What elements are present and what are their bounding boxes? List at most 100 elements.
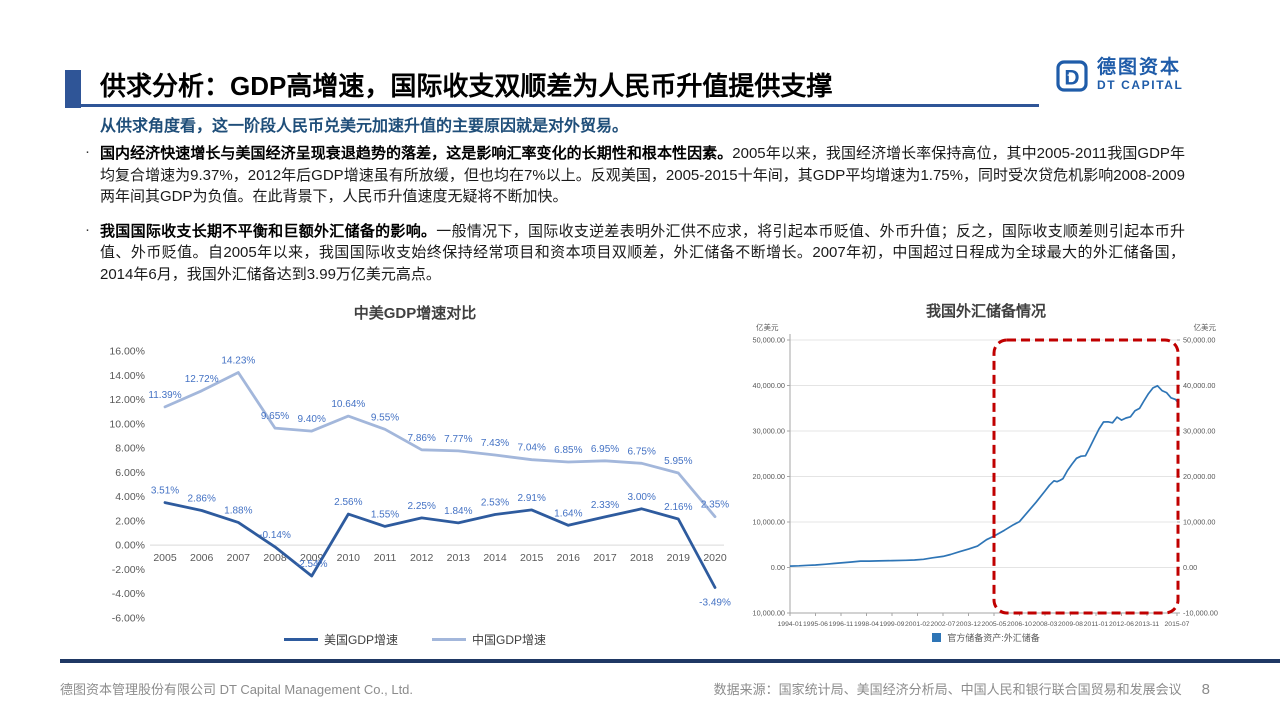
gdp-data-label: 7.86% xyxy=(407,433,435,444)
gdp-chart-legend: 美国GDP增速 中国GDP增速 xyxy=(90,631,740,648)
title-underline xyxy=(81,104,1039,107)
fx-legend-label: 官方储备资产:外汇储备 xyxy=(947,633,1040,643)
fx-x-tick-label: 1999-09 xyxy=(880,621,905,628)
us-legend-label: 美国GDP增速 xyxy=(323,633,398,647)
gdp-x-tick-label: 2005 xyxy=(153,552,177,564)
gdp-data-label: 9.65% xyxy=(261,411,289,422)
gdp-x-tick-label: 2010 xyxy=(337,552,361,564)
gdp-data-label: 12.72% xyxy=(185,374,219,385)
bullet-marker-icon: · xyxy=(85,220,90,238)
page-number: 8 xyxy=(1201,681,1210,698)
gdp-data-label: 9.55% xyxy=(371,412,399,423)
page-title: 供求分析：GDP高增速，国际收支双顺差为人民币升值提供支撑 xyxy=(100,71,833,101)
gdp-y-tick-label: 14.00% xyxy=(109,370,145,382)
footer-right: 数据来源：国家统计局、美国经济分析局、中国人民和银行联合国贸易和发展会议 8 xyxy=(714,679,1210,698)
fx-legend-swatch xyxy=(932,633,942,642)
gdp-x-tick-label: 2018 xyxy=(630,552,654,564)
gdp-data-label: 6.75% xyxy=(627,446,655,457)
gdp-data-label: 2.35% xyxy=(701,500,729,511)
gdp-x-tick-label: 2019 xyxy=(667,552,691,564)
footer-company: 德图资本管理股份有限公司 DT Capital Management Co., … xyxy=(60,682,414,697)
fx-y-tick-label-right: 0.00 xyxy=(1183,563,1197,572)
gdp-y-tick-label: 8.00% xyxy=(115,443,145,455)
us-line-swatch xyxy=(283,638,318,641)
fx-x-tick-label: 1996-11 xyxy=(829,621,854,628)
bullet-2-body: 一般情况下，国际收支逆差表明外汇供不应求，将引起本币贬值、外币升值；反之，国际收… xyxy=(100,222,1185,283)
gdp-data-label: 1.84% xyxy=(444,506,472,517)
logo-en-label: DT CAPITAL xyxy=(1097,78,1184,92)
fx-x-tick-label: 2012-06 xyxy=(1109,621,1134,628)
fx-unit-label-left: 亿美元 xyxy=(756,322,779,332)
gdp-data-label: 6.95% xyxy=(591,444,619,455)
china-gdp-line xyxy=(163,371,717,519)
gdp-x-tick-label: 2013 xyxy=(447,552,471,564)
fx-y-tick-label-left: 20,000.00 xyxy=(753,472,785,481)
gdp-x-tick-label: 2006 xyxy=(190,552,214,564)
fx-x-tick-label: 2009-08 xyxy=(1058,621,1083,628)
bullet-1-lead: 国内经济快速增长与美国经济呈现衰退趋势的落差，这是影响汇率变化的长期性和根本性因… xyxy=(100,145,733,162)
china-legend-label: 中国GDP增速 xyxy=(472,633,547,647)
gdp-data-label: 11.39% xyxy=(148,390,181,401)
dt-capital-logo: D T 德图资本 DT CAPITAL xyxy=(1056,58,1183,93)
bullet-marker-icon: · xyxy=(85,143,90,160)
fx-chart-plot: 亿美元 亿美元 50,000.00 50,000.00 40,000.00 40,000.… xyxy=(752,322,1218,628)
fx-y-tick-label-left: 40,000.00 xyxy=(753,381,785,390)
gdp-data-label: 2.33% xyxy=(591,500,619,511)
gdp-data-label: 3.00% xyxy=(627,492,655,503)
fx-y-tick-label-left: 10,000.00 xyxy=(753,518,785,527)
gdp-y-tick-label: 0.00% xyxy=(115,540,145,552)
gdp-y-tick-label: 4.00% xyxy=(115,491,145,503)
fx-x-tick-label: 1995-06 xyxy=(803,621,828,628)
logo-text: 德图资本 DT CAPITAL xyxy=(1097,58,1183,93)
fx-y-tick-label-right: 50,000.00 xyxy=(1183,336,1215,345)
gdp-x-tick-label: 2016 xyxy=(557,552,581,564)
fx-y-tick-label-left: 50,000.00 xyxy=(753,336,785,345)
fx-x-tick-label: 2002-07 xyxy=(931,621,956,628)
fx-y-tick-label-left: 30,000.00 xyxy=(753,427,785,436)
highlight-period-box xyxy=(992,338,1180,615)
gdp-data-label: 2.91% xyxy=(517,493,545,504)
fx-x-tick-label: 2005-05 xyxy=(982,621,1007,628)
fx-x-tick-label: 2003-12 xyxy=(956,621,981,628)
fx-y-tick-label-right: 30,000.00 xyxy=(1183,427,1215,436)
gdp-y-tick-label: 10.00% xyxy=(109,418,145,430)
gdp-data-label: 7.04% xyxy=(517,443,545,454)
logo-cn-label: 德图资本 xyxy=(1097,57,1182,78)
fx-x-tick-label: 2013-11 xyxy=(1135,621,1160,628)
fx-chart-legend: 官方储备资产:外汇储备 xyxy=(752,631,1220,644)
bullet-list: · 国内经济快速增长与美国经济呈现衰退趋势的落差，这是影响汇率变化的长期性和根本… xyxy=(85,143,1185,298)
fx-x-tick-label: 1994-01 xyxy=(778,621,803,628)
china-line-swatch xyxy=(432,638,466,641)
footer-divider xyxy=(60,659,1280,663)
svg-text:D: D xyxy=(1064,66,1079,89)
gdp-data-label: 2.25% xyxy=(407,501,435,512)
gdp-data-label: 14.23% xyxy=(221,355,255,366)
gdp-y-tick-label: 2.00% xyxy=(115,515,145,527)
gdp-data-label: 1.64% xyxy=(554,508,582,519)
bullet-1-text: 国内经济快速增长与美国经济呈现衰退趋势的落差，这是影响汇率变化的长期性和根本性因… xyxy=(100,143,1185,208)
fx-chart-title: 我国外汇储备情况 xyxy=(925,303,1046,320)
us-gdp-line xyxy=(163,501,717,589)
gdp-x-tick-label: 2014 xyxy=(483,552,507,564)
gdp-chart-plot: 16.00% 14.00% 12.00% 10.00% 8.00% 6.00% 4.00% 2… xyxy=(109,346,731,625)
fx-x-tick-label: 2006-10 xyxy=(1007,621,1032,628)
fx-reserve-line xyxy=(789,384,1178,567)
gdp-chart-title: 中美GDP增速对比 xyxy=(353,305,477,322)
gdp-data-label: 2.16% xyxy=(664,502,692,513)
legend-item-us: 美国GDP增速 xyxy=(283,631,398,648)
gdp-y-tick-label: 16.00% xyxy=(109,346,145,358)
gdp-chart: 中美GDP增速对比 16.00% 14.00% 12.00% 10.00% 8.00% 6… xyxy=(90,305,740,648)
fx-x-tick-label: 1998-04 xyxy=(854,621,879,628)
fx-y-tick-label-right: -10,000.00 xyxy=(1183,609,1218,618)
gdp-y-tick-label: 6.00% xyxy=(115,467,145,479)
fx-y-tick-label-right: 10,000.00 xyxy=(1183,518,1215,527)
gdp-y-tick-label: 12.00% xyxy=(109,394,145,406)
gdp-data-label: 7.77% xyxy=(444,434,472,445)
gdp-x-tick-label: 2017 xyxy=(593,552,617,564)
fx-y-tick-label-right: 40,000.00 xyxy=(1183,381,1215,390)
gdp-data-label: -2.54% xyxy=(296,559,328,570)
fx-unit-label-right: 亿美元 xyxy=(1194,322,1217,332)
bullet-1-body: 2005年以来，我国经济增长率保持高位，其中2005-2011我国GDP年均复合… xyxy=(100,145,1185,205)
fx-reserve-chart: 我国外汇储备情况 亿美元 亿美元 50,000.00 50,000.00 40,000.… xyxy=(752,303,1220,644)
